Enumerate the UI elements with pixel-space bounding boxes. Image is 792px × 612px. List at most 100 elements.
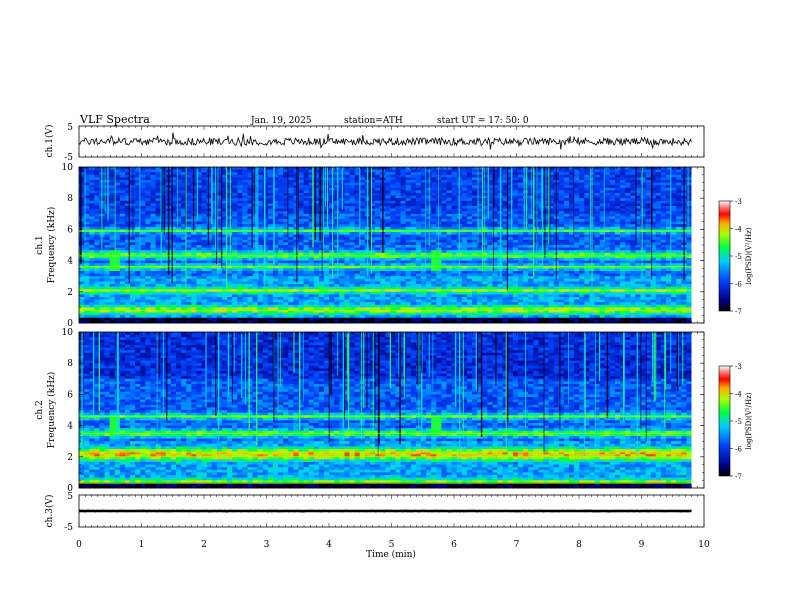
spectrogram-cell <box>181 252 187 256</box>
spectrogram-cell <box>640 167 646 170</box>
spectrogram-cell <box>614 221 621 225</box>
spectrogram-cell <box>625 193 631 196</box>
spectrogram-cell <box>563 237 570 241</box>
spectrogram-cell <box>181 255 187 259</box>
spectrogram-cell <box>512 174 519 178</box>
spectrogram-cell <box>227 247 233 251</box>
spectrogram-cell <box>686 167 692 170</box>
spectrogram-cell <box>313 213 320 217</box>
spectrogram-cell <box>676 260 682 264</box>
spectrogram-cell <box>472 221 478 225</box>
spectrogram-cell <box>630 187 636 191</box>
spectrogram-cell <box>620 174 626 178</box>
spectrogram-cell <box>543 239 549 243</box>
spectrogram-cell <box>283 252 289 256</box>
spectrogram-cell <box>466 232 473 235</box>
spectrogram-cell <box>538 180 544 183</box>
spectrogram-cell <box>385 208 391 212</box>
spectrogram-cell <box>89 255 95 259</box>
spectrogram-cell <box>318 237 325 241</box>
spectrogram-cell <box>548 224 555 228</box>
spectrogram-cell <box>466 250 473 254</box>
spectrogram-cell <box>630 221 636 225</box>
spectrogram-cell <box>574 239 580 243</box>
spectrogram-cell <box>655 208 662 212</box>
start-time-label: start UT = 17: 50: 0 <box>437 116 529 126</box>
spectrogram-cell <box>466 219 473 222</box>
spectrogram-cell <box>558 200 565 204</box>
spectrogram-cell <box>650 226 657 230</box>
spectrogram-cell <box>650 237 657 241</box>
spectrogram-cell <box>502 167 509 170</box>
spectrogram-cell <box>635 206 641 209</box>
spectrogram-cell <box>145 169 151 173</box>
spectrogram-cell <box>227 258 233 261</box>
spectrogram-cell <box>482 182 488 186</box>
spectrogram-cell <box>114 174 121 178</box>
spectrogram-cell <box>395 239 401 243</box>
spectrogram-cell <box>216 211 223 215</box>
spectrogram-cell <box>181 224 187 228</box>
spectrogram-cell <box>247 247 253 251</box>
spectrogram-cell <box>298 242 304 246</box>
spectrogram-cell <box>492 185 498 189</box>
spectrogram-cell <box>94 268 100 272</box>
spectrogram-cell <box>119 252 126 256</box>
spectrogram-cell <box>395 195 401 199</box>
spectrogram-cell <box>298 198 304 202</box>
spectrogram-cell <box>482 174 488 178</box>
spectrogram-cell <box>109 208 116 212</box>
spectrogram-cell <box>369 260 376 264</box>
spectrogram-cell <box>599 190 606 194</box>
spectrogram-cell <box>344 247 350 251</box>
spectrogram-cell <box>308 250 315 254</box>
spectrogram-cell <box>487 226 493 230</box>
spectrogram-cell <box>201 193 207 196</box>
spectrogram-cell <box>334 239 340 243</box>
spectrogram-cell <box>461 247 468 251</box>
spectrogram-cell <box>344 250 350 254</box>
spectrogram-cell <box>645 219 652 222</box>
spectrogram-cell <box>303 180 310 183</box>
spectrogram-cell <box>160 169 167 173</box>
spectrogram-cell <box>543 258 549 261</box>
spectrogram-cell <box>436 177 442 181</box>
spectrogram-cell <box>609 245 616 248</box>
spectrogram-cell <box>517 221 524 225</box>
spectrogram-cell <box>104 263 111 267</box>
spectrogram-cell <box>303 206 310 209</box>
spectrogram-cell <box>477 234 483 238</box>
spectrogram-cell <box>569 195 575 199</box>
spectrogram-cell <box>257 198 264 202</box>
spectrogram-cell <box>446 190 452 194</box>
spectrogram-cell <box>232 208 238 212</box>
spectrogram-cell <box>502 211 509 215</box>
spectrogram-cell <box>579 250 585 254</box>
spectrogram-cell <box>410 206 417 209</box>
spectrogram-cell <box>655 203 662 207</box>
spectrogram-cell <box>400 268 407 272</box>
spectrogram-cell <box>630 224 636 228</box>
spectrogram-cell <box>339 255 345 259</box>
spectrogram-cell <box>170 203 177 207</box>
spectrogram-cell <box>119 216 126 220</box>
spectrogram-cell <box>109 221 116 225</box>
spectrogram-cell <box>298 213 304 217</box>
spectrogram-cell <box>242 177 248 181</box>
spectrogram-cell <box>303 232 310 235</box>
spectrogram-cell <box>329 167 335 170</box>
spectrogram-cell <box>512 195 519 199</box>
spectrogram-cell <box>206 193 213 196</box>
spectrogram-cell <box>640 200 646 204</box>
spectrogram-cell <box>614 239 621 243</box>
spectrogram-cell <box>594 260 601 264</box>
spectrogram-cell <box>660 193 667 196</box>
spectrogram-cell <box>227 211 233 215</box>
spectrogram-cell <box>186 247 192 251</box>
spectrogram-cell <box>257 242 264 246</box>
spectrogram-cell <box>660 174 667 178</box>
spectrogram-cell <box>94 172 100 176</box>
spectrogram-cell <box>232 185 238 189</box>
spectrogram-cell <box>283 172 289 176</box>
spectrogram-cell <box>604 226 611 230</box>
